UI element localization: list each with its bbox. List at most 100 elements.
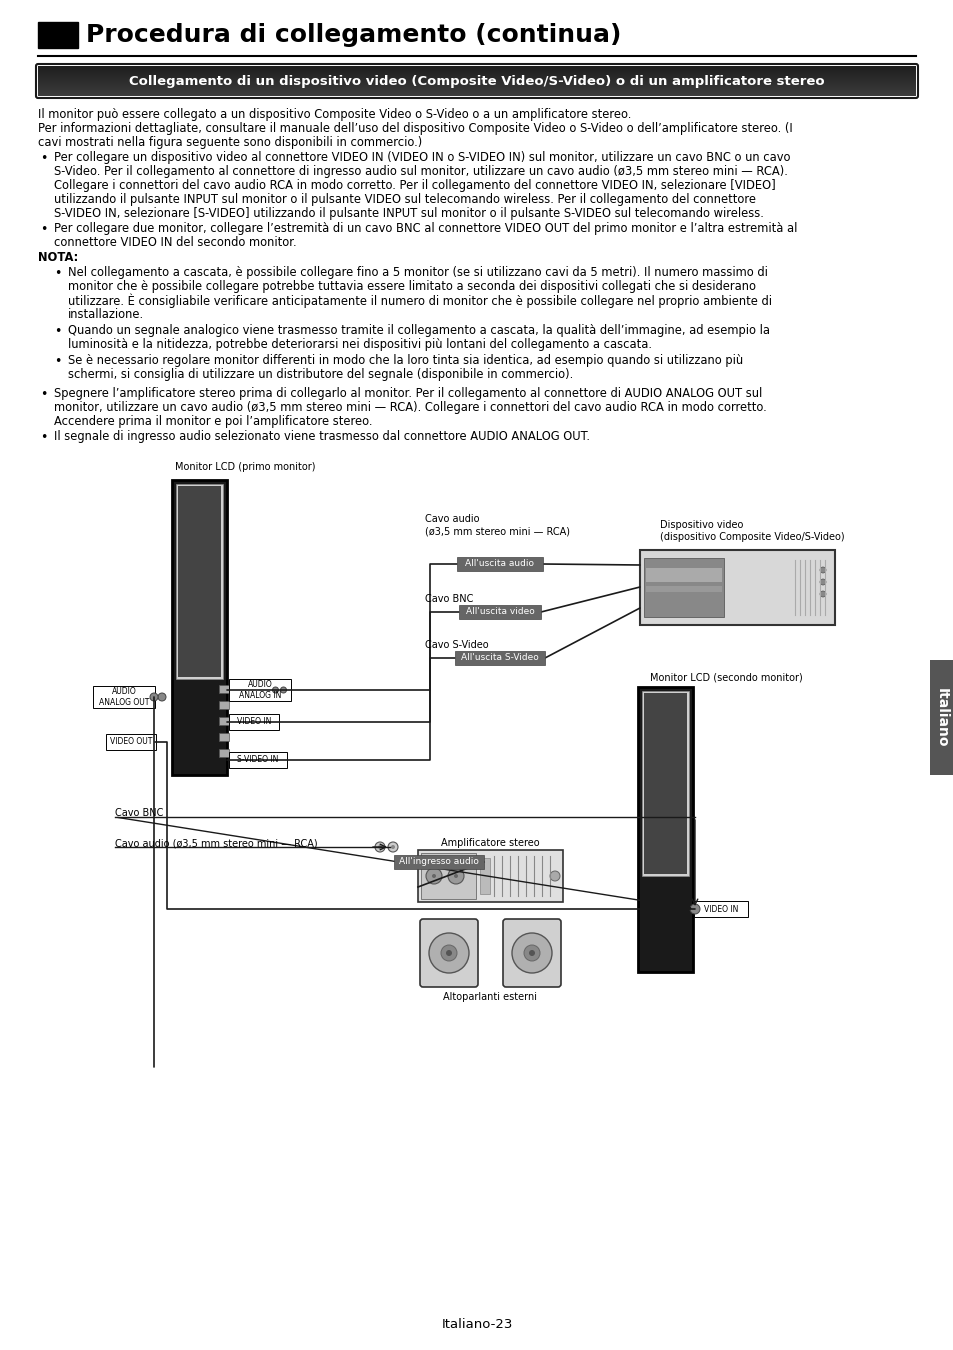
Text: •: • [54, 355, 61, 369]
Circle shape [446, 950, 452, 956]
Text: Collegare i connettori del cavo audio RCA in modo corretto. Per il collegamento : Collegare i connettori del cavo audio RC… [54, 180, 775, 192]
FancyBboxPatch shape [106, 734, 156, 751]
Text: Cavo BNC: Cavo BNC [424, 594, 473, 603]
Circle shape [429, 933, 469, 973]
Text: Procedura di collegamento (continua): Procedura di collegamento (continua) [86, 23, 620, 47]
FancyBboxPatch shape [175, 485, 223, 679]
Circle shape [158, 693, 166, 701]
Circle shape [820, 591, 825, 597]
FancyBboxPatch shape [479, 859, 490, 894]
Text: utilizzando il pulsante INPUT sul monitor o il pulsante VIDEO sul telecomando wi: utilizzando il pulsante INPUT sul monito… [54, 193, 755, 207]
Circle shape [820, 567, 825, 572]
Text: •: • [54, 267, 61, 279]
Circle shape [375, 842, 385, 852]
Bar [219, 701, 229, 709]
Text: (dispositivo Composite Video/S-Video): (dispositivo Composite Video/S-Video) [659, 532, 843, 541]
Text: AUDIO
ANALOG OUT: AUDIO ANALOG OUT [99, 687, 149, 706]
Text: All'uscita audio: All'uscita audio [465, 559, 534, 568]
Text: Cavo S-Video: Cavo S-Video [424, 640, 488, 649]
Circle shape [550, 871, 559, 882]
Text: All'ingresso audio: All'ingresso audio [398, 857, 478, 867]
Text: Dispositivo video: Dispositivo video [659, 520, 742, 531]
Text: Cavo BNC: Cavo BNC [115, 809, 163, 818]
FancyBboxPatch shape [229, 714, 278, 730]
Text: monitor, utilizzare un cavo audio (ø3,5 mm stereo mini — RCA). Collegare i conne: monitor, utilizzare un cavo audio (ø3,5 … [54, 401, 766, 414]
FancyBboxPatch shape [178, 486, 221, 676]
Text: Per collegare due monitor, collegare l’estremità di un cavo BNC al connettore VI: Per collegare due monitor, collegare l’e… [54, 221, 797, 235]
Bar [219, 749, 229, 757]
FancyBboxPatch shape [38, 22, 78, 49]
FancyBboxPatch shape [419, 919, 477, 987]
FancyBboxPatch shape [643, 558, 723, 617]
Text: installazione.: installazione. [68, 308, 144, 321]
Circle shape [426, 868, 441, 884]
Circle shape [432, 873, 436, 878]
FancyBboxPatch shape [645, 586, 721, 593]
Text: monitor che è possibile collegare potrebbe tuttavia essere limitato a seconda de: monitor che è possibile collegare potreb… [68, 279, 755, 293]
Text: All'uscita S-Video: All'uscita S-Video [460, 653, 538, 663]
Circle shape [150, 693, 158, 701]
Text: VIDEO IN: VIDEO IN [703, 904, 738, 914]
FancyBboxPatch shape [693, 900, 747, 917]
Circle shape [454, 873, 457, 878]
Circle shape [280, 687, 286, 693]
Circle shape [689, 904, 700, 914]
Text: S-VIDEO IN: S-VIDEO IN [237, 756, 278, 764]
Text: Amplificatore stereo: Amplificatore stereo [440, 838, 538, 848]
Text: Per collegare un dispositivo video al connettore VIDEO IN (VIDEO IN o S-VIDEO IN: Per collegare un dispositivo video al co… [54, 151, 790, 163]
FancyBboxPatch shape [458, 605, 540, 620]
Text: VIDEO IN: VIDEO IN [236, 717, 271, 726]
FancyBboxPatch shape [229, 679, 291, 701]
Circle shape [440, 945, 456, 961]
Text: VIDEO OUT: VIDEO OUT [110, 737, 152, 747]
Text: S-VIDEO IN, selezionare [S-VIDEO] utilizzando il pulsante INPUT sul monitor o il: S-VIDEO IN, selezionare [S-VIDEO] utiliz… [54, 207, 763, 220]
Text: •: • [40, 223, 48, 236]
Text: All'uscita video: All'uscita video [465, 608, 534, 617]
Text: schermi, si consiglia di utilizzare un distributore del segnale (disponibile in : schermi, si consiglia di utilizzare un d… [68, 369, 573, 381]
Circle shape [512, 933, 552, 973]
Text: Italiano-23: Italiano-23 [441, 1318, 512, 1331]
FancyBboxPatch shape [641, 691, 688, 876]
Text: luminosità e la nitidezza, potrebbe deteriorarsi nei dispositivi più lontani del: luminosità e la nitidezza, potrebbe dete… [68, 338, 651, 351]
Circle shape [273, 687, 278, 693]
FancyBboxPatch shape [229, 752, 287, 768]
Text: P-4: P-4 [43, 26, 73, 45]
Text: •: • [40, 153, 48, 165]
Text: Il segnale di ingresso audio selezionato viene trasmesso dal connettore AUDIO AN: Il segnale di ingresso audio selezionato… [54, 431, 589, 443]
Text: connettore VIDEO IN del secondo monitor.: connettore VIDEO IN del secondo monitor. [54, 236, 296, 248]
FancyBboxPatch shape [92, 686, 154, 707]
Bar [219, 733, 229, 741]
Text: Per informazioni dettagliate, consultare il manuale dell’uso del dispositivo Com: Per informazioni dettagliate, consultare… [38, 122, 792, 135]
Bar [219, 717, 229, 725]
Text: Cavo audio (ø3,5 mm stereo mini — RCA): Cavo audio (ø3,5 mm stereo mini — RCA) [115, 838, 317, 848]
Text: Spegnere l’amplificatore stereo prima di collegarlo al monitor. Per il collegame: Spegnere l’amplificatore stereo prima di… [54, 387, 761, 400]
FancyBboxPatch shape [639, 549, 834, 625]
Text: AUDIO
ANALOG IN: AUDIO ANALOG IN [238, 680, 281, 699]
FancyBboxPatch shape [455, 651, 544, 666]
Text: Se è necessario regolare monitor differenti in modo che la loro tinta sia identi: Se è necessario regolare monitor differe… [68, 354, 742, 367]
FancyBboxPatch shape [456, 558, 542, 571]
Text: Il monitor può essere collegato a un dispositivo Composite Video o S-Video o a u: Il monitor può essere collegato a un dis… [38, 108, 631, 122]
FancyBboxPatch shape [643, 693, 686, 873]
Text: Quando un segnale analogico viene trasmesso tramite il collegamento a cascata, l: Quando un segnale analogico viene trasme… [68, 324, 769, 338]
Circle shape [523, 945, 539, 961]
Circle shape [529, 950, 535, 956]
Text: cavi mostrati nella figura seguente sono disponibili in commercio.): cavi mostrati nella figura seguente sono… [38, 136, 422, 148]
Text: Nel collegamento a cascata, è possibile collegare fino a 5 monitor (se si utiliz: Nel collegamento a cascata, è possibile … [68, 266, 767, 279]
Text: Collegamento di un dispositivo video (Composite Video/S-Video) o di un amplifica: Collegamento di un dispositivo video (Co… [129, 74, 824, 88]
FancyBboxPatch shape [638, 687, 692, 972]
Text: S-Video. Per il collegamento al connettore di ingresso audio sul monitor, utiliz: S-Video. Per il collegamento al connetto… [54, 165, 787, 178]
FancyBboxPatch shape [502, 919, 560, 987]
Text: Italiano: Italiano [934, 687, 948, 748]
Text: •: • [40, 387, 48, 401]
Circle shape [391, 845, 395, 849]
Text: NOTA:: NOTA: [38, 251, 78, 265]
Text: •: • [40, 431, 48, 444]
Text: •: • [54, 325, 61, 338]
Text: Monitor LCD (primo monitor): Monitor LCD (primo monitor) [174, 462, 315, 472]
Text: Accendere prima il monitor e poi l’amplificatore stereo.: Accendere prima il monitor e poi l’ampli… [54, 414, 372, 428]
Circle shape [820, 579, 825, 585]
FancyBboxPatch shape [172, 481, 227, 775]
Bar [929, 660, 953, 775]
FancyBboxPatch shape [645, 568, 721, 582]
